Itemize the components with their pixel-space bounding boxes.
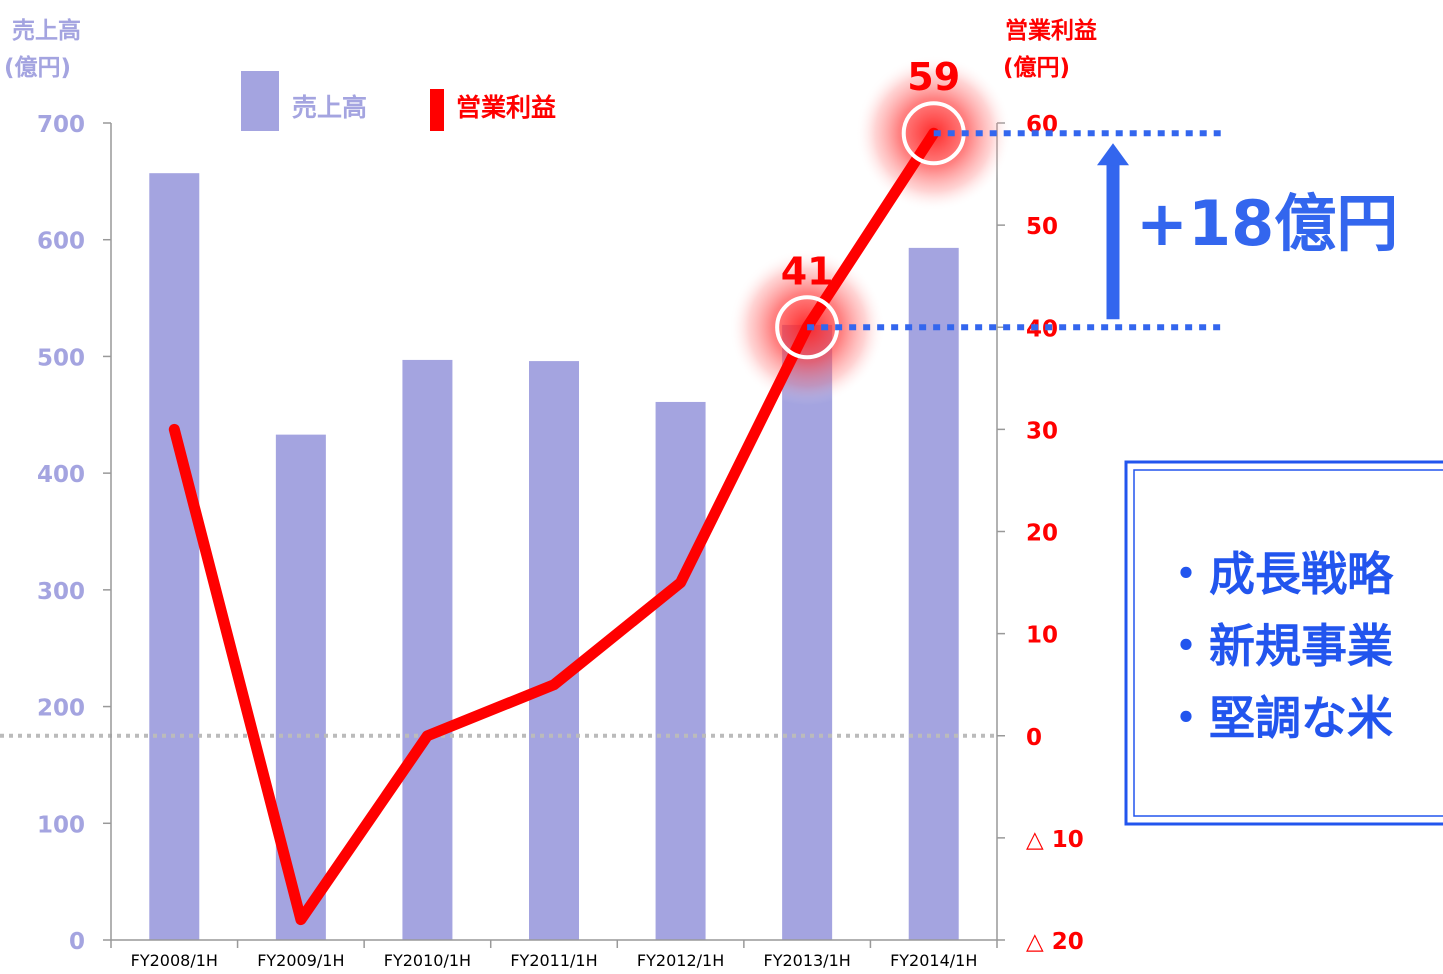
right-tick-label-1: △ 10 [1026, 827, 1084, 853]
x-tick-label-1: FY2009/1H [257, 951, 344, 970]
right-tick-label-8: 60 [1026, 112, 1058, 138]
bars-layer [149, 173, 959, 941]
legend-label-sales: 売上高 [292, 93, 367, 122]
x-tick-label-4: FY2012/1H [637, 951, 724, 970]
left-tick-label-0: 0 [69, 929, 85, 955]
left-tick-label-7: 700 [37, 112, 85, 138]
left-axis-title-line1: 売上高 [12, 17, 81, 44]
left-axis-title-line2: (億円) [4, 54, 71, 81]
bullet-line-3: ・堅調な米 [1163, 691, 1393, 745]
left-tick-label-6: 600 [37, 229, 85, 255]
difference-label: +18億円 [1136, 187, 1398, 260]
bullet-line-1: ・成長戦略 [1163, 547, 1394, 601]
right-tick-label-3: 10 [1026, 623, 1058, 649]
operating-profit-line [168, 127, 940, 926]
x-tick-label-5: FY2013/1H [763, 951, 850, 970]
annotations-layer: 41 59 [775, 55, 1222, 360]
right-tick-label-5: 30 [1026, 418, 1058, 444]
left-tick-label-3: 300 [37, 579, 85, 605]
highlight-value-label-0: 41 [781, 249, 834, 293]
x-tick-label-0: FY2008/1H [131, 951, 218, 970]
legend-swatch-operating-profit [430, 89, 444, 131]
x-tick-label-6: FY2014/1H [890, 951, 977, 970]
bar-5 [782, 324, 833, 940]
x-tick-label-3: FY2011/1H [510, 951, 597, 970]
bar-2 [402, 359, 453, 940]
right-tick-label-4: 20 [1026, 521, 1058, 547]
left-tick-label-5: 500 [37, 345, 85, 371]
bar-0 [149, 173, 200, 941]
legend-swatch-sales [241, 71, 279, 131]
bullet-line-2: ・新規事業 [1163, 619, 1393, 673]
bar-6 [908, 247, 959, 941]
bar-4 [655, 401, 706, 940]
axes-layer: 0 100 200 300 400 500 600 700 △ 20 △ 10 0 10 20 30 40 5… [0, 112, 1084, 970]
right-tick-label-0: △ 20 [1026, 929, 1084, 955]
highlight-value-label-1: 59 [907, 55, 960, 99]
left-tick-label-1: 100 [37, 812, 85, 838]
bullet-box-outer [1124, 460, 1443, 826]
right-axis-title-line2: (億円) [1003, 54, 1070, 81]
right-tick-label-6: 40 [1026, 316, 1058, 342]
difference-arrow-head [1097, 143, 1129, 166]
line-layer [168, 127, 940, 926]
x-tick-label-2: FY2010/1H [384, 951, 471, 970]
right-axis-title-line1: 営業利益 [1005, 17, 1097, 44]
legend-label-operating-profit: 営業利益 [456, 93, 556, 122]
left-tick-label-2: 200 [37, 696, 85, 722]
right-tick-label-7: 50 [1026, 214, 1058, 240]
right-tick-label-2: 0 [1026, 725, 1042, 751]
bullet-box-inner [1133, 469, 1443, 817]
bar-3 [529, 361, 579, 940]
left-tick-label-4: 400 [37, 462, 85, 488]
